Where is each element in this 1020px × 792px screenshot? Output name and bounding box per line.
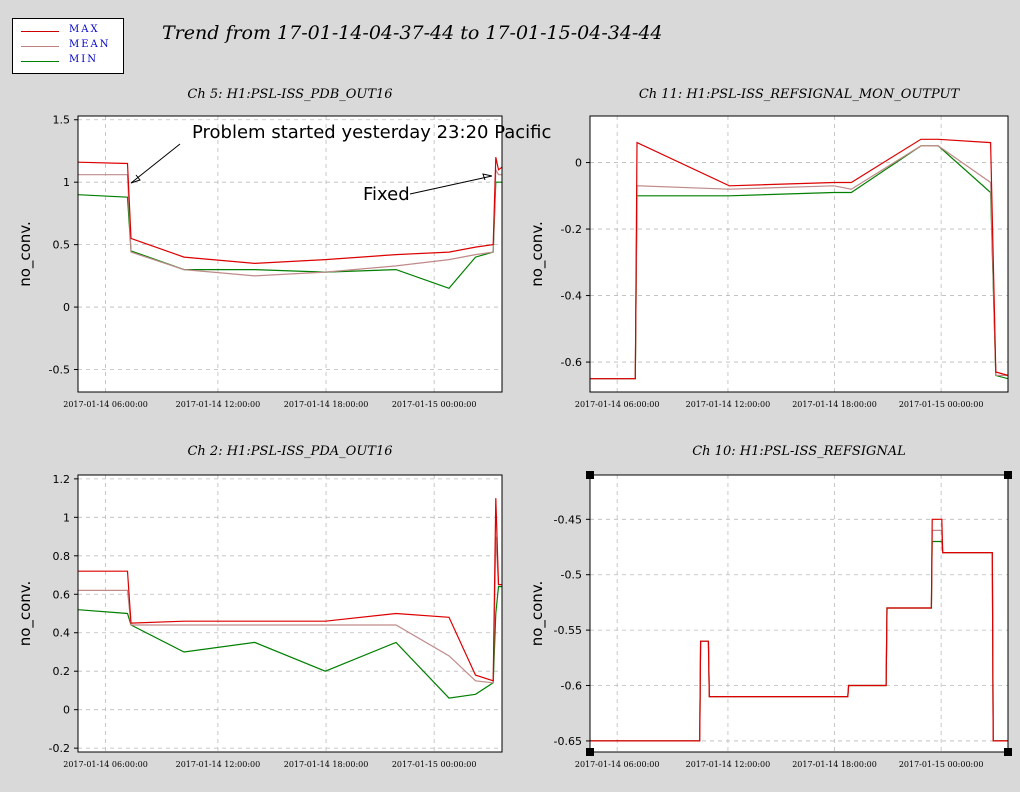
legend-item-min: MIN [13,54,125,69]
y-tick-label: -0.45 [554,513,582,526]
y-tick-label: -0.65 [554,735,582,748]
y-tick-label: -0.55 [554,624,582,637]
x-tick-label: 2017-01-14 18:00:00 [284,400,369,409]
y-tick-label: 0.4 [53,627,71,640]
chart-svg: Ch 10: H1:PSL-ISS_REFSIGNAL 2017-01-14 06… [528,444,1012,769]
legend-item-max: MAX [13,24,125,39]
plot-frame [77,474,503,753]
y-axis-label: no_conv. [528,581,547,647]
legend-label-min: MIN [69,54,98,65]
x-tick-label: 2017-01-14 06:00:00 [575,400,660,409]
arrowhead-fixed [482,173,493,181]
page-title: Trend from 17-01-14-04-37-44 to 17-01-15… [162,22,663,44]
chart-title: Ch 10: H1:PSL-ISS_REFSIGNAL [692,444,906,459]
series-line-max [78,157,502,265]
plot-frame [589,474,1009,753]
x-tick-label: 2017-01-14 12:00:00 [686,760,771,769]
x-tick-label: 2017-01-15 00:00:00 [899,760,984,769]
y-tick-label: 1 [63,176,70,189]
chart-title: Ch 11: H1:PSL-ISS_REFSIGNAL_MON_OUTPUT [639,87,961,102]
chart-svg: Ch 5: H1:PSL-ISS_PDB_OUT16 2017-01-14 06:… [16,87,551,409]
y-tick-label: -0.6 [561,680,582,693]
plot-area [590,116,1008,392]
y-tick-label: 0.8 [53,550,71,563]
selection-handle [1004,748,1012,756]
chart-ch5-pdb-out16: Ch 5: H1:PSL-ISS_PDB_OUT16 2017-01-14 06:… [0,78,551,418]
y-axis-label: no_conv. [528,221,547,287]
y-tick-label: 1 [63,511,70,524]
annotation-arrow-fixed [409,175,493,195]
legend-item-mean: MEAN [13,39,125,54]
y-tick-label: 0.2 [53,665,71,678]
chart-title: Ch 5: H1:PSL-ISS_PDB_OUT16 [187,87,392,102]
legend-label-mean: MEAN [69,39,111,50]
legend-swatch-mean [21,46,59,47]
x-tick-label: 2017-01-14 18:00:00 [792,760,877,769]
series-line-max [78,498,502,682]
selection-handle [1004,471,1012,479]
x-tick-label: 2017-01-14 18:00:00 [792,400,877,409]
y-tick-label: 0.6 [53,588,71,601]
y-tick-label: -0.4 [561,290,582,303]
legend-swatch-min [21,61,59,62]
plot-frame [77,115,503,393]
legend: MAX MEAN MIN [12,18,124,74]
x-tick-label: 2017-01-14 06:00:00 [63,760,148,769]
y-tick-label: 0 [575,157,582,170]
y-tick-label: -0.2 [561,223,582,236]
x-tick-label: 2017-01-14 06:00:00 [575,760,660,769]
y-tick-label: -0.5 [561,569,582,582]
chart-ch10-refsignal: Ch 10: H1:PSL-ISS_REFSIGNAL 2017-01-14 06… [510,435,1020,775]
series-line-max [590,138,1008,380]
chart-svg: Ch 2: H1:PSL-ISS_PDA_OUT16 2017-01-14 06:… [16,444,503,769]
series-line-max [590,518,1008,742]
y-tick-label: -0.2 [49,742,70,755]
chart-ch11-refsignal-mon-output: Ch 11: H1:PSL-ISS_REFSIGNAL_MON_OUTPUT 20… [510,78,1020,418]
selection-handle [586,471,594,479]
x-tick-label: 2017-01-15 00:00:00 [899,400,984,409]
x-tick-label: 2017-01-14 12:00:00 [686,400,771,409]
plot-area [78,475,502,752]
y-axis-label: no_conv. [16,221,35,287]
chart-svg: Ch 11: H1:PSL-ISS_REFSIGNAL_MON_OUTPUT 20… [528,87,1009,409]
annotation-arrow-problem [130,143,181,184]
x-tick-label: 2017-01-14 12:00:00 [176,400,261,409]
y-tick-label: 0 [63,301,70,314]
y-tick-label: -0.5 [49,364,70,377]
plot-area [78,116,502,392]
y-tick-label: 1.5 [53,114,71,127]
y-tick-label: 1.2 [53,473,71,486]
plot-frame [589,115,1009,393]
x-tick-label: 2017-01-15 00:00:00 [392,760,477,769]
x-tick-label: 2017-01-14 06:00:00 [63,400,148,409]
selection-handle [586,748,594,756]
x-tick-label: 2017-01-15 00:00:00 [392,400,477,409]
y-tick-label: 0 [63,704,70,717]
chart-title: Ch 2: H1:PSL-ISS_PDA_OUT16 [187,444,392,459]
y-axis-label: no_conv. [16,581,35,647]
y-tick-label: -0.6 [561,356,582,369]
plot-area [590,475,1008,752]
legend-swatch-max [21,31,59,32]
annotation-fixed: Fixed [363,184,410,205]
x-tick-label: 2017-01-14 18:00:00 [284,760,369,769]
arrowhead-problem [130,174,141,184]
legend-label-max: MAX [69,24,100,35]
y-tick-label: 0.5 [53,239,71,252]
chart-ch2-pda-out16: Ch 2: H1:PSL-ISS_PDA_OUT16 2017-01-14 06:… [0,435,510,775]
x-tick-label: 2017-01-14 12:00:00 [176,760,261,769]
annotation-problem: Problem started yesterday 23:20 Pacific [192,122,551,143]
